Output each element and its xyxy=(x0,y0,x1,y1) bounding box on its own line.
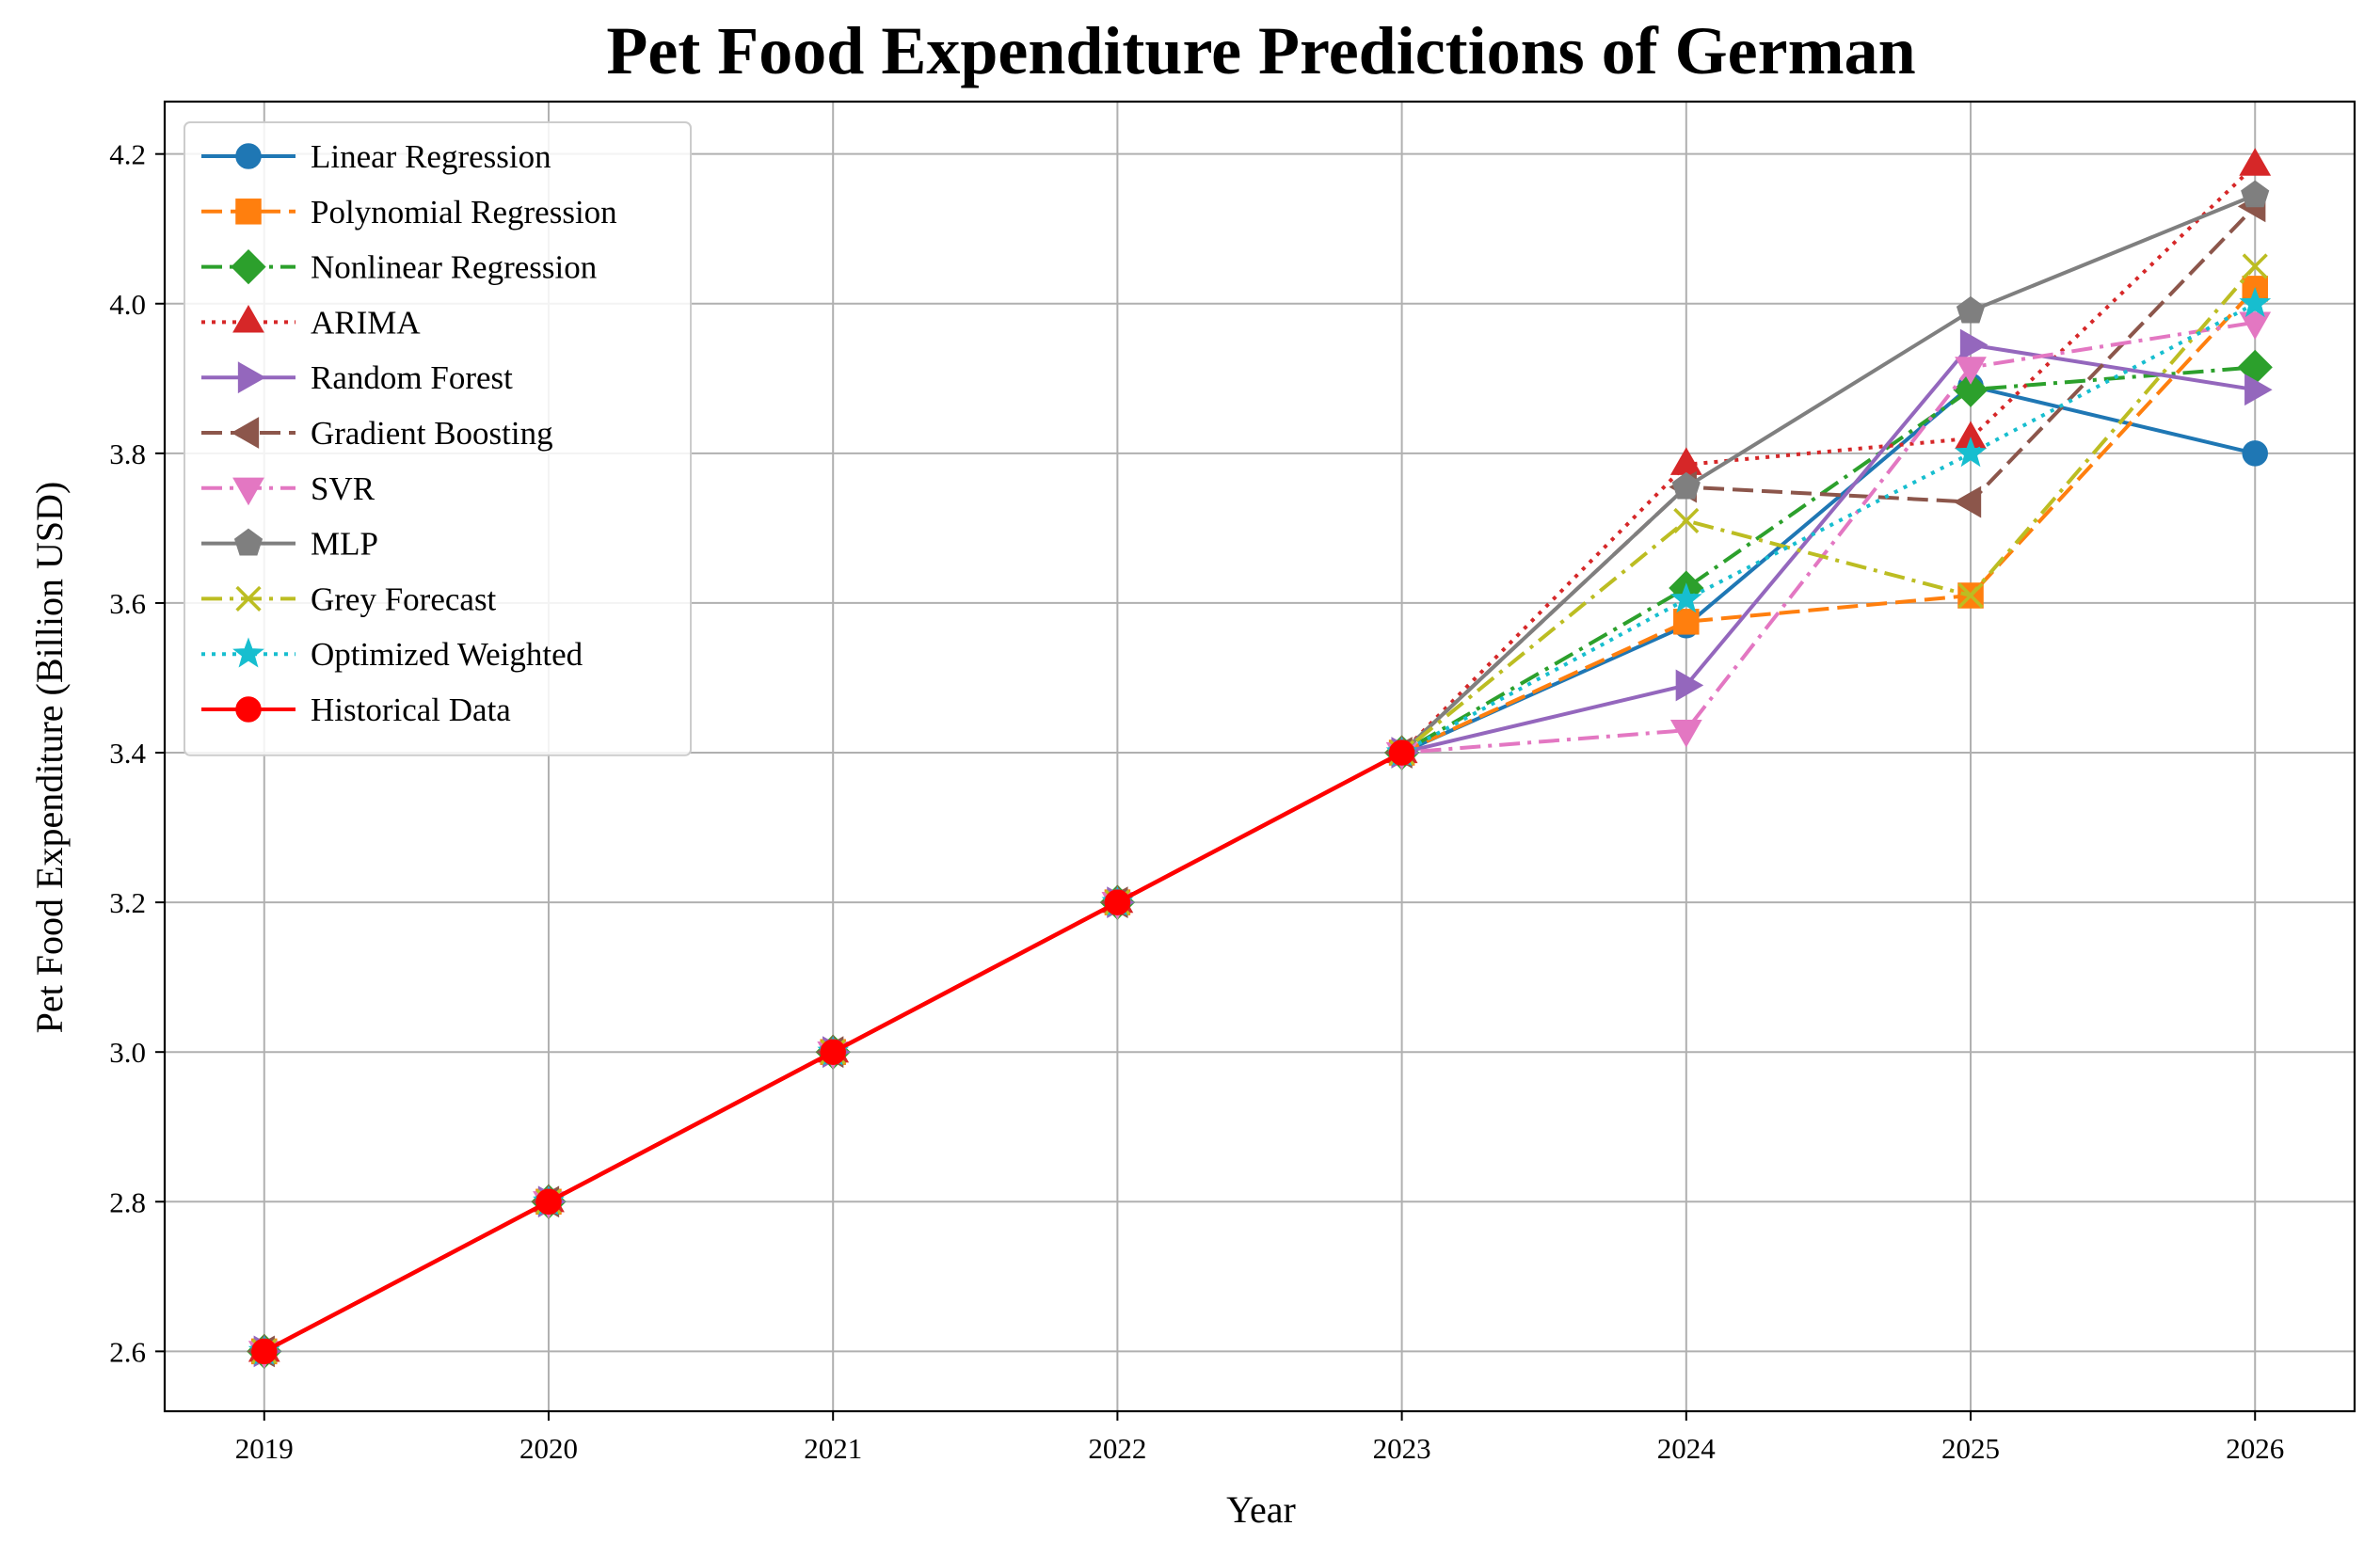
plot-frame xyxy=(163,100,2356,1413)
legend-marker xyxy=(231,417,260,449)
legend-label: Historical Data xyxy=(311,692,511,728)
data-point-polynomial-regression xyxy=(1673,609,1700,635)
data-point-nonlinear-regression xyxy=(1953,372,1989,407)
x-tick-label: 2021 xyxy=(804,1432,862,1465)
grid xyxy=(165,102,2355,1411)
legend-label: Polynomial Regression xyxy=(311,194,617,231)
legend-label: Nonlinear Regression xyxy=(311,249,597,286)
legend-marker xyxy=(235,585,262,612)
y-tick-label: 3.4 xyxy=(109,737,146,770)
x-tick-label: 2023 xyxy=(1373,1432,1431,1465)
legend-label: Grey Forecast xyxy=(311,580,497,617)
legend-label: Linear Regression xyxy=(311,138,551,175)
legend-label: Optimized Weighted xyxy=(311,636,583,673)
data-point-mlp xyxy=(1956,295,1986,324)
chart-title: Pet Food Expenditure Predictions of Germ… xyxy=(606,13,1915,88)
legend-marker xyxy=(235,696,262,723)
data-point-optimized-weighted xyxy=(1955,437,1987,468)
data-point-grey-forecast xyxy=(1957,582,1984,609)
y-tick-label: 2.8 xyxy=(109,1185,146,1218)
legend-entry-linear-regression: Linear Regression xyxy=(201,138,551,175)
legend-marker xyxy=(232,637,264,668)
data-point-historical-data xyxy=(251,1338,278,1365)
legend-label: SVR xyxy=(311,470,375,507)
legend-entry-random-forest: Random Forest xyxy=(201,359,513,396)
series-historical-data xyxy=(251,739,1415,1365)
data-point-historical-data xyxy=(1388,739,1415,766)
data-point-optimized-weighted xyxy=(1669,582,1702,613)
data-point-random-forest xyxy=(1959,328,1989,361)
legend-entry-svr: SVR xyxy=(201,470,375,507)
legend-entry-polynomial-regression: Polynomial Regression xyxy=(201,194,617,231)
y-tick-label: 4.0 xyxy=(109,288,146,321)
data-point-historical-data xyxy=(820,1039,846,1065)
data-point-historical-data xyxy=(535,1188,562,1216)
legend-marker xyxy=(233,528,264,556)
data-point-svr xyxy=(2239,311,2272,341)
legend-entry-historical-data: Historical Data xyxy=(201,692,511,728)
data-point-grey-forecast xyxy=(2242,253,2268,279)
legend-label: MLP xyxy=(311,526,378,563)
x-tick-label: 2020 xyxy=(519,1432,578,1465)
ticks: 2019 2020 2021 2022 2023 2024 2025 2026 2.6 2.8 3.… xyxy=(109,138,2284,1465)
data-point-mlp xyxy=(1671,471,1701,500)
x-tick-label: 2024 xyxy=(1657,1432,1717,1465)
legend-entry-arima: ARIMA xyxy=(201,304,421,341)
y-tick-label: 2.6 xyxy=(109,1335,146,1368)
x-axis-label: Year xyxy=(1226,1488,1296,1531)
y-tick-label: 3.6 xyxy=(109,587,146,620)
series-layer xyxy=(247,148,2273,1369)
legend-marker xyxy=(232,304,264,333)
data-point-svr xyxy=(1669,720,1702,748)
x-tick-label: 2026 xyxy=(2226,1432,2284,1465)
legend-box xyxy=(184,121,692,756)
legend-label: Random Forest xyxy=(311,359,513,396)
y-tick-label: 3.0 xyxy=(109,1036,146,1069)
legend: Linear Regression Polynomial Regression No… xyxy=(184,121,692,756)
legend-label: ARIMA xyxy=(311,304,421,341)
legend-entry-gradient-boosting: Gradient Boosting xyxy=(201,415,553,452)
data-point-random-forest xyxy=(2244,374,2273,406)
legend-entry-nonlinear-regression: Nonlinear Regression xyxy=(201,249,597,286)
x-tick-label: 2022 xyxy=(1088,1432,1146,1465)
legend-marker xyxy=(235,143,262,169)
data-point-optimized-weighted xyxy=(2239,287,2272,318)
data-point-arima xyxy=(2239,148,2272,176)
legend-label: Gradient Boosting xyxy=(311,415,553,452)
data-point-grey-forecast xyxy=(1673,507,1700,534)
data-point-gradient-boosting xyxy=(1953,485,1982,518)
x-tick-label: 2025 xyxy=(1941,1432,2000,1465)
data-point-nonlinear-regression xyxy=(2237,349,2273,385)
y-tick-label: 3.2 xyxy=(109,886,146,919)
legend-marker xyxy=(235,199,262,225)
legend-marker xyxy=(237,361,266,394)
legend-entry-grey-forecast: Grey Forecast xyxy=(201,580,497,617)
legend-entry-optimized-weighted: Optimized Weighted xyxy=(201,636,583,673)
x-tick-label: 2019 xyxy=(235,1432,294,1465)
y-tick-label: 3.8 xyxy=(109,437,146,470)
data-point-svr xyxy=(1955,357,1987,385)
legend-marker xyxy=(231,248,266,285)
legend-entry-mlp: MLP xyxy=(201,526,378,563)
y-tick-label: 4.2 xyxy=(109,138,146,171)
data-point-random-forest xyxy=(1675,669,1704,702)
data-point-mlp xyxy=(2241,180,2270,208)
y-axis-label: Pet Food Expenditure (Billion USD) xyxy=(28,482,71,1034)
legend-marker xyxy=(232,477,264,506)
data-point-linear-regression xyxy=(2242,440,2268,467)
data-point-historical-data xyxy=(1104,889,1131,915)
